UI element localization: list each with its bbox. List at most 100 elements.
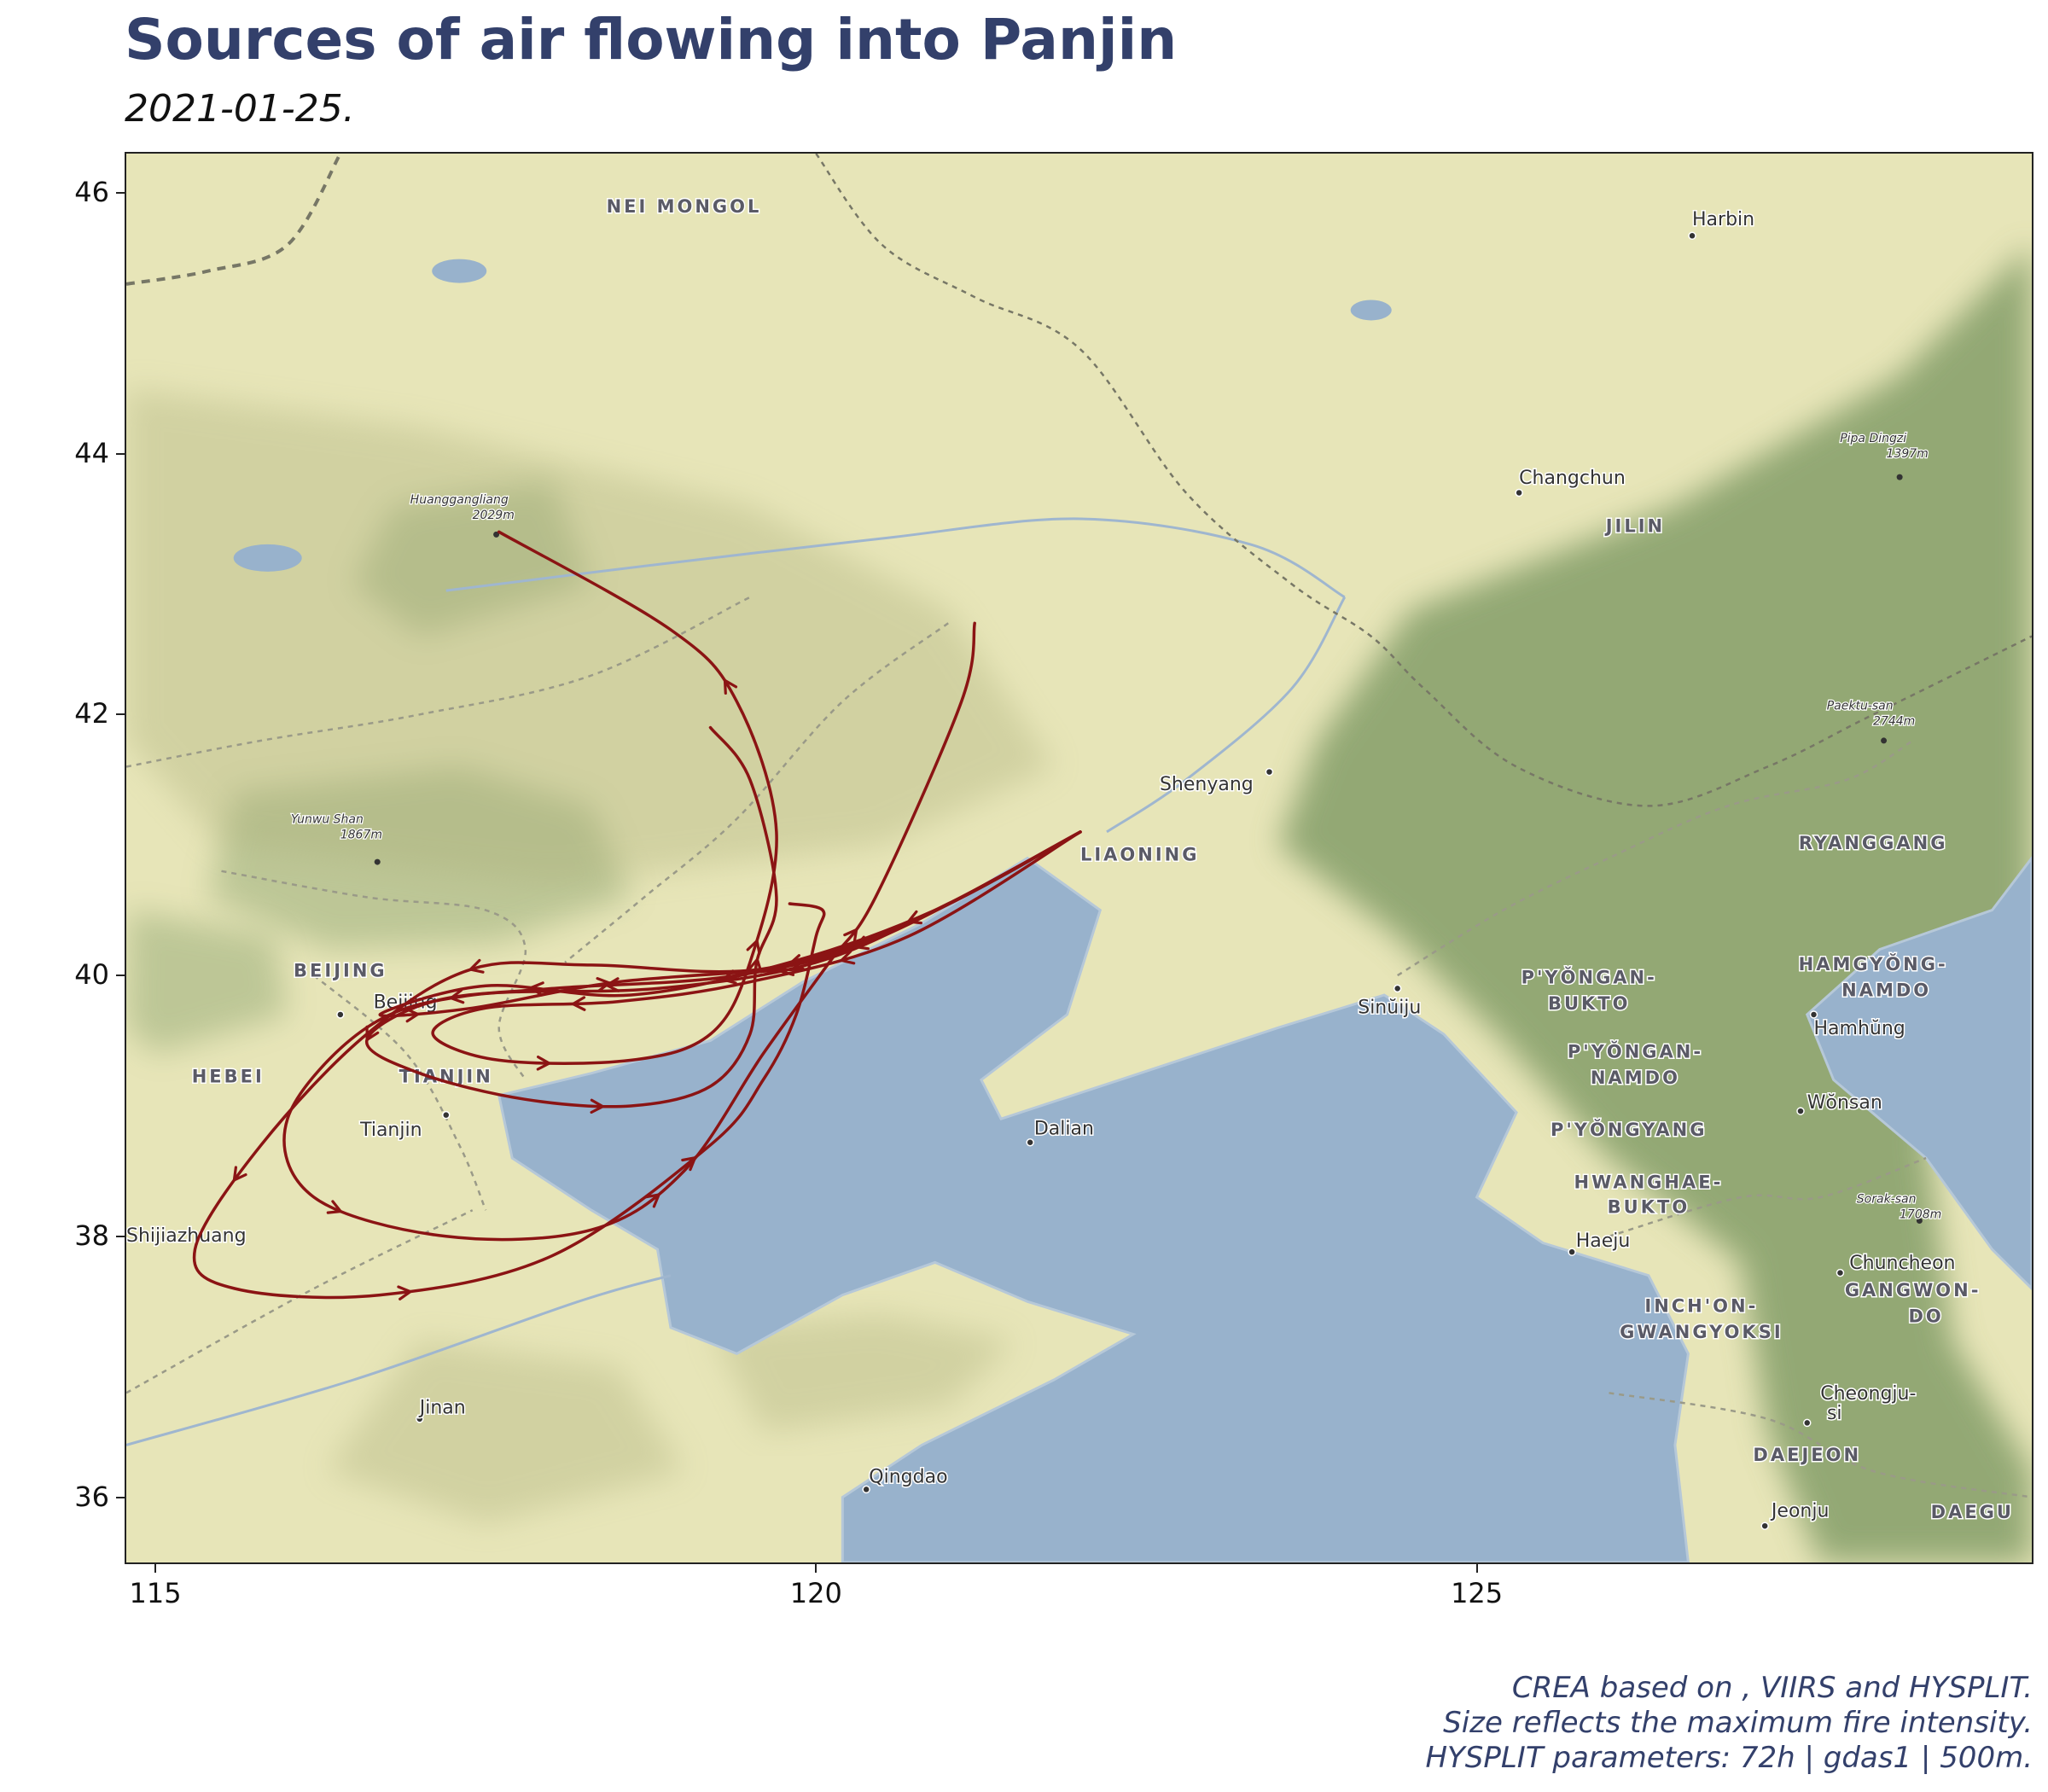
region-label: RYANGGANG <box>1799 833 1948 853</box>
city-label: si <box>1827 1403 1842 1424</box>
chart-title: Sources of air flowing into Panjin <box>125 7 1178 73</box>
city-label: Haeju <box>1576 1231 1631 1252</box>
x-tick-mark <box>154 1564 157 1573</box>
trajectory-arrowhead <box>590 1098 606 1114</box>
trajectory-arrowhead <box>326 1200 344 1214</box>
trajectory-2[interactable] <box>282 621 1082 1242</box>
peak-dot <box>1881 737 1888 744</box>
region-label: NAMDO <box>1591 1068 1680 1088</box>
y-tick-label: 40 <box>74 958 109 992</box>
caption: CREA based on , VIIRS and HYSPLIT. Size … <box>1425 1671 2033 1776</box>
city-dot <box>1265 767 1274 777</box>
peak-dot <box>1916 1217 1923 1224</box>
trajectory-arrowhead <box>838 950 856 965</box>
city-label: Sinŭiju <box>1358 997 1421 1018</box>
x-tick-mark <box>815 1564 817 1573</box>
peak-dot <box>374 858 381 865</box>
city-label: Qingdao <box>869 1467 947 1488</box>
city-dot <box>1760 1521 1769 1530</box>
y-tick-mark <box>116 191 125 194</box>
city-label: Jinan <box>418 1398 466 1419</box>
trajectory-arrowhead <box>404 1007 422 1023</box>
city-dot <box>336 1010 345 1019</box>
trajectory-arrowhead <box>905 910 922 925</box>
y-tick-label: 46 <box>74 175 109 208</box>
peak-name: Huanggangliang <box>410 493 509 507</box>
trajectory-arrowhead <box>232 1166 247 1183</box>
peak-elevation: 2744m <box>1873 715 1915 729</box>
terrain-layer <box>126 245 2032 1562</box>
trajectory-layer[interactable] <box>192 530 1082 1300</box>
trajectory-arrowhead <box>468 958 485 974</box>
y-tick-mark <box>116 975 125 977</box>
city-dot <box>1802 1418 1812 1428</box>
region-label: BUKTO <box>1548 993 1631 1014</box>
city-dot <box>1809 1010 1818 1019</box>
trajectory-arrowhead <box>536 1056 552 1071</box>
region-label: JILIN <box>1604 515 1665 536</box>
city-dot <box>862 1485 870 1494</box>
region-label: P'YŎNGYANG <box>1551 1119 1708 1140</box>
region-label: HWANGHAE- <box>1574 1172 1724 1192</box>
map-panel[interactable]: NEI MONGOL JILIN LIAONING RYANGGANG BEIJING H… <box>125 152 2033 1564</box>
peak-name: Paektu-san <box>1827 700 1894 713</box>
y-tick-mark <box>116 713 125 716</box>
x-tick-label: 120 <box>789 1577 842 1609</box>
city-dot <box>1026 1138 1034 1147</box>
y-tick-label: 42 <box>74 697 109 730</box>
peak-elevation: 1867m <box>340 829 382 842</box>
city-label: Wŏnsan <box>1807 1092 1882 1114</box>
city-dot <box>1836 1268 1845 1277</box>
trajectory-arrowhead <box>365 1025 380 1043</box>
trajectory-arrowhead <box>397 1285 414 1300</box>
region-label: TIANJIN <box>399 1066 493 1086</box>
city-label: Shijiazhuang <box>126 1225 247 1247</box>
city-dot <box>1515 488 1523 497</box>
city-label: Chuncheon <box>1849 1253 1955 1274</box>
y-tick-label: 44 <box>74 436 109 469</box>
peak-dot <box>1896 474 1903 480</box>
region-label: DAEJEON <box>1753 1445 1861 1465</box>
caption-source: CREA based on , VIIRS and HYSPLIT. <box>1511 1671 2033 1705</box>
peak-name: Yunwu Shan <box>291 813 364 827</box>
city-label: Harbin <box>1692 209 1754 230</box>
region-label: HEBEI <box>192 1066 265 1086</box>
region-label: P'YŎNGAN- <box>1568 1040 1703 1062</box>
region-label: LIAONING <box>1080 845 1200 865</box>
peak-elevation: 1708m <box>1900 1207 1941 1221</box>
y-tick-label: 36 <box>74 1480 109 1513</box>
trajectory-arrowhead <box>748 957 763 974</box>
trajectory-arrowhead <box>644 1192 661 1208</box>
trajectory-1[interactable] <box>192 830 1082 1300</box>
region-label: NAMDO <box>1841 980 1931 1001</box>
map-canvas[interactable]: NEI MONGOL JILIN LIAONING RYANGGANG BEIJING H… <box>126 154 2032 1562</box>
region-label: P'YŎNGAN- <box>1521 966 1657 987</box>
city-dot <box>1796 1107 1805 1115</box>
region-label: BUKTO <box>1608 1196 1690 1217</box>
x-tick-label: 125 <box>1451 1577 1504 1609</box>
y-tick-mark <box>116 1496 125 1498</box>
y-tick-mark <box>116 452 125 455</box>
region-label: DAEGU <box>1931 1502 2014 1522</box>
y-tick-mark <box>116 1235 125 1237</box>
region-label: HAMGYŎNG- <box>1799 953 1948 975</box>
y-tick-label: 38 <box>74 1219 109 1252</box>
trajectory-arrowhead <box>570 996 586 1011</box>
region-label: INCH'ON- <box>1644 1295 1758 1316</box>
city-label: Changchun <box>1519 468 1626 489</box>
peak-name: Sorak-san <box>1857 1192 1917 1206</box>
trajectory-4[interactable] <box>431 530 1082 1065</box>
peak-elevation: 1397m <box>1887 447 1929 461</box>
city-dot <box>1568 1248 1576 1256</box>
trajectory-arrowhead <box>527 981 544 997</box>
trajectory-arrowhead <box>720 969 737 985</box>
trajectory-arrowhead <box>746 938 761 955</box>
peak-dot <box>493 531 500 538</box>
city-dot <box>1393 984 1402 993</box>
region-label: DO <box>1908 1306 1943 1327</box>
trajectory-5[interactable] <box>378 830 1082 1018</box>
x-tick-label: 115 <box>129 1577 182 1609</box>
region-label: BEIJING <box>294 961 387 981</box>
trajectory-arrowhead <box>596 977 613 992</box>
city-label: Tianjin <box>359 1120 422 1141</box>
